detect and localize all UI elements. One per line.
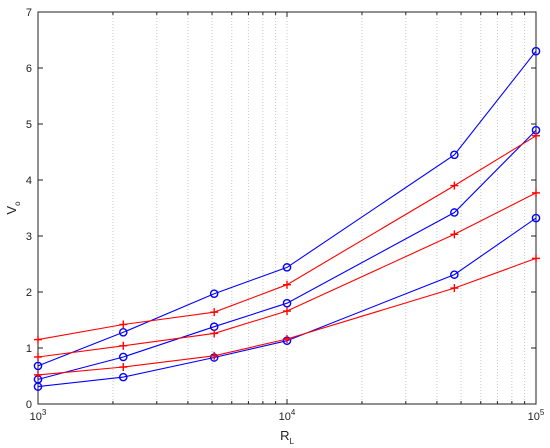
- y-tick-label: 6: [26, 63, 32, 75]
- x-tick-label-base: 10: [279, 411, 291, 423]
- x-tick-label-exponent: 3: [42, 408, 47, 417]
- x-axis-label: RL: [280, 428, 294, 446]
- data-point-plus: [119, 363, 128, 372]
- data-point-circle: [282, 263, 292, 272]
- data-point-plus: [532, 254, 540, 263]
- series-5: [34, 188, 540, 361]
- data-point-plus: [450, 284, 459, 293]
- series-3: [33, 213, 541, 391]
- x-tick-label-exponent: 4: [291, 408, 296, 417]
- grid-lines: [112, 12, 526, 404]
- data-point-plus: [532, 188, 540, 197]
- y-axis-label: Vo: [4, 201, 22, 215]
- data-point-circle: [33, 382, 43, 391]
- series-line: [37, 192, 537, 358]
- series-line: [37, 135, 537, 341]
- data-point-plus: [283, 307, 291, 316]
- data-point-circle: [450, 150, 459, 160]
- y-tick-label: 7: [26, 7, 32, 19]
- x-tick-label-exponent: 5: [540, 408, 545, 417]
- data-point-circle: [282, 298, 292, 308]
- y-tick-label: 0: [26, 399, 32, 411]
- data-point-plus: [34, 352, 42, 361]
- data-point-circle: [118, 328, 128, 337]
- data-point-plus: [119, 341, 128, 350]
- data-point-plus: [119, 320, 128, 329]
- data-point-circle: [450, 208, 459, 217]
- x-axis-label-subscript: L: [289, 437, 294, 446]
- data-point-circle: [450, 270, 459, 279]
- series-6: [34, 254, 540, 379]
- y-tick-label: 3: [26, 231, 32, 243]
- x-tick-label-base: 10: [528, 411, 540, 423]
- data-point-plus: [450, 181, 459, 190]
- series-line: [37, 217, 537, 388]
- series-4: [34, 131, 540, 344]
- y-tick-label: 5: [26, 119, 32, 131]
- axis-ticks: [37, 11, 537, 405]
- data-point-plus: [34, 335, 42, 344]
- series-layer: [33, 46, 541, 391]
- x-tick-label: 105: [528, 408, 545, 423]
- y-tick-label: 2: [26, 287, 32, 299]
- data-point-plus: [210, 351, 219, 360]
- data-point-circle: [33, 361, 43, 371]
- x-axis-label-main: R: [280, 428, 289, 443]
- x-tick-labels: 103 104 105: [30, 408, 545, 423]
- series-line: [37, 129, 537, 380]
- x-tick-label: 104: [279, 408, 296, 423]
- y-axis-label-main: V: [4, 206, 19, 215]
- data-point-circle: [209, 289, 219, 298]
- series-line: [37, 50, 537, 367]
- y-axis-label-subscript: o: [13, 201, 22, 206]
- data-point-plus: [532, 131, 540, 140]
- data-point-plus: [450, 230, 459, 239]
- x-tick-label-base: 10: [30, 411, 42, 423]
- data-point-circle: [531, 213, 541, 223]
- data-point-circle: [118, 352, 128, 362]
- data-point-circle: [531, 46, 541, 56]
- data-point-plus: [283, 335, 291, 344]
- y-tick-label: 4: [26, 175, 32, 187]
- series-line: [37, 257, 537, 376]
- data-point-plus: [283, 280, 291, 289]
- x-tick-label: 103: [30, 408, 47, 423]
- y-tick-label: 1: [26, 343, 32, 355]
- data-point-plus: [210, 329, 219, 338]
- data-point-circle: [118, 372, 128, 382]
- series-1: [33, 46, 541, 371]
- data-point-plus: [210, 308, 219, 317]
- data-point-plus: [34, 370, 42, 379]
- y-tick-labels: 0 1 2 3 4 5 6 7: [26, 7, 32, 411]
